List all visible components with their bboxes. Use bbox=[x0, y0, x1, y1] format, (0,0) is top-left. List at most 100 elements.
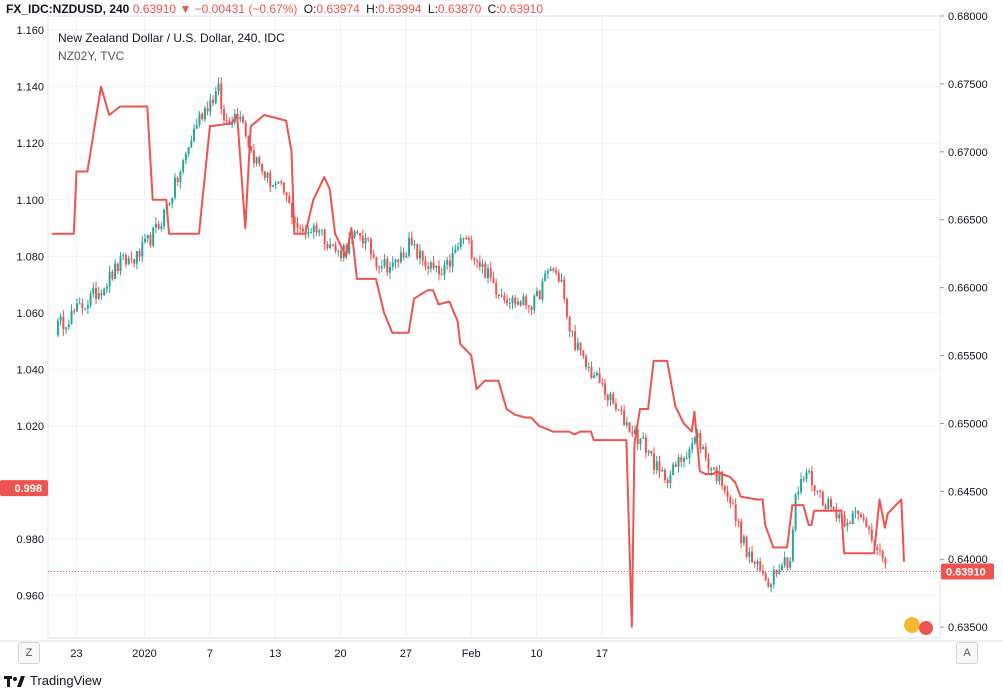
price-badges: 0.998 0.63910 bbox=[0, 480, 994, 635]
candle-body bbox=[424, 260, 427, 267]
candle-body bbox=[536, 290, 539, 296]
candle-body bbox=[124, 255, 127, 265]
candle-body bbox=[546, 270, 549, 274]
candle-body bbox=[775, 569, 778, 575]
candle-body bbox=[726, 491, 729, 498]
candle-body bbox=[97, 292, 100, 299]
candle-body bbox=[459, 238, 462, 248]
candle-body bbox=[595, 372, 598, 376]
candle-body bbox=[255, 157, 258, 164]
overlay-series-title: NZ02Y, TVC bbox=[58, 49, 125, 63]
candle-body bbox=[59, 316, 62, 321]
candle-body bbox=[598, 372, 601, 384]
price-change: ▼ −0.00431 (−0.67%) bbox=[179, 2, 298, 16]
candle-body bbox=[593, 375, 596, 379]
time-tick-label: 23 bbox=[70, 648, 82, 660]
candle-body bbox=[141, 242, 144, 257]
candle-body bbox=[448, 260, 451, 267]
candle-body bbox=[780, 565, 783, 571]
candle-body bbox=[288, 195, 291, 204]
candle-body bbox=[266, 172, 269, 178]
candle-body bbox=[408, 237, 411, 256]
candle-body bbox=[184, 153, 187, 161]
candle-body bbox=[674, 464, 677, 467]
candle-body bbox=[533, 295, 536, 310]
low-value: 0.63870 bbox=[437, 2, 482, 16]
candle-body bbox=[394, 259, 397, 263]
candle-body bbox=[397, 259, 400, 263]
right-price-badge bbox=[941, 563, 994, 580]
time-tick-label: 17 bbox=[596, 648, 608, 660]
candle-body bbox=[171, 197, 174, 204]
time-tick-label: 27 bbox=[400, 648, 412, 660]
candle-body bbox=[555, 270, 558, 273]
candle-body bbox=[680, 457, 683, 462]
candle-body bbox=[628, 422, 631, 432]
tradingview-logo[interactable]: TradingView bbox=[4, 673, 102, 688]
candle-body bbox=[280, 181, 283, 183]
candle-body bbox=[584, 355, 587, 368]
candle-body bbox=[271, 185, 274, 187]
candle-body bbox=[737, 521, 740, 523]
candle-body bbox=[712, 468, 715, 470]
candle-body bbox=[612, 393, 615, 404]
candle-body bbox=[78, 303, 81, 305]
candle-body bbox=[500, 295, 503, 297]
candle-body bbox=[323, 229, 326, 245]
chart-legend: New Zealand Dollar / U.S. Dollar, 240, I… bbox=[58, 31, 285, 67]
candle-body bbox=[868, 527, 871, 530]
candle-body bbox=[576, 342, 579, 350]
candle-body bbox=[571, 331, 574, 333]
candle-body bbox=[623, 410, 626, 426]
candle-body bbox=[696, 433, 699, 438]
candle-body bbox=[138, 251, 141, 257]
left-tick-label: 0.960 bbox=[16, 591, 44, 603]
candle-body bbox=[565, 298, 568, 317]
flag-marker-icon bbox=[919, 621, 933, 635]
candle-body bbox=[326, 244, 329, 248]
candle-body bbox=[487, 268, 490, 279]
candle-body bbox=[378, 267, 381, 269]
candle-body bbox=[704, 447, 707, 458]
event-marker-icon bbox=[904, 617, 920, 633]
candle-body bbox=[222, 108, 225, 120]
tradingview-icon bbox=[4, 675, 25, 687]
right-tick-label: 0.66000 bbox=[948, 283, 988, 295]
candle-body bbox=[296, 222, 299, 228]
candle-body bbox=[492, 277, 495, 283]
candle-body bbox=[418, 250, 421, 259]
left-tick-label: 1.040 bbox=[16, 364, 44, 376]
candle-body bbox=[75, 303, 78, 312]
candle-body bbox=[503, 295, 506, 300]
candle-body bbox=[108, 271, 111, 287]
candle-body bbox=[691, 443, 694, 450]
candle-body bbox=[291, 203, 294, 218]
candle-body bbox=[601, 383, 604, 385]
candle-body bbox=[541, 281, 544, 300]
candle-body bbox=[644, 437, 647, 453]
candle-body bbox=[786, 557, 789, 568]
candle-body bbox=[791, 529, 794, 561]
overlay-line bbox=[52, 85, 905, 628]
zoom-button[interactable]: Z bbox=[18, 642, 40, 664]
candle-body bbox=[707, 457, 710, 470]
candle-body bbox=[261, 164, 264, 172]
candle-body bbox=[789, 560, 792, 568]
candle-body bbox=[432, 262, 435, 268]
candle-body bbox=[497, 294, 500, 296]
candle-body bbox=[369, 239, 372, 255]
candle-body bbox=[742, 536, 745, 544]
left-tick-label: 1.160 bbox=[16, 25, 44, 37]
auto-scale-button[interactable]: A bbox=[956, 642, 978, 664]
candle-body bbox=[239, 116, 242, 120]
candle-body bbox=[631, 431, 634, 434]
candle-body bbox=[329, 244, 332, 248]
candle-body bbox=[666, 479, 669, 484]
candle-body bbox=[454, 249, 457, 253]
candle-body bbox=[764, 573, 767, 581]
candle-body bbox=[269, 172, 272, 187]
candle-body bbox=[285, 192, 288, 196]
candle-body bbox=[538, 290, 541, 300]
candle-body bbox=[560, 279, 563, 282]
candle-body bbox=[862, 517, 865, 520]
